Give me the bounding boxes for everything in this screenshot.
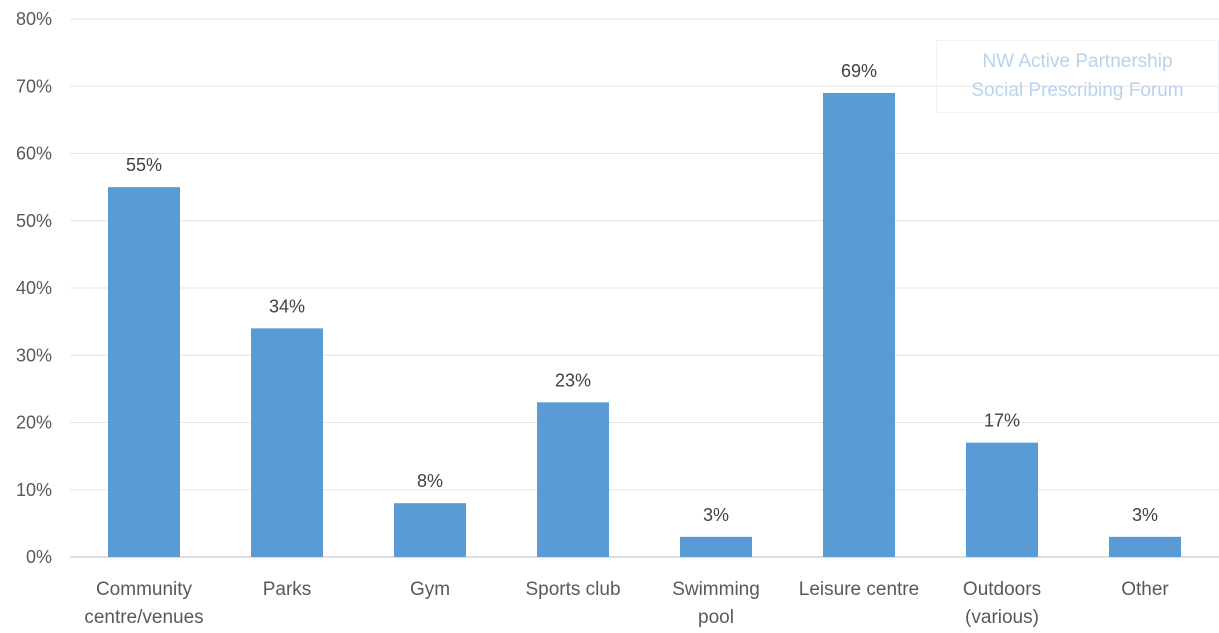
data-label: 3% [1132,505,1158,525]
y-tick-label: 70% [16,76,52,96]
watermark: NW Active Partnership Social Prescribing… [936,40,1219,113]
y-tick-label: 30% [16,345,52,365]
bars [108,92,1181,557]
x-tick-label: Other [1121,579,1169,600]
data-labels: 55% 34% 8% 23% 3% 69% 17% 3% [126,61,1158,525]
bar [823,92,895,557]
data-label: 55% [126,155,162,175]
watermark-line-1: NW Active Partnership [982,51,1173,72]
data-label: 17% [984,411,1020,431]
bar [966,442,1038,557]
y-tick-label: 0% [26,547,52,567]
x-tick-label: Parks [263,579,312,600]
bar [251,328,323,557]
data-label: 8% [417,471,443,491]
x-tick-label: Gym [410,579,450,600]
bar [394,503,466,557]
y-tick-label: 10% [16,480,52,500]
y-tick-label: 60% [16,144,52,164]
bar [108,187,180,557]
y-tick-label: 40% [16,278,52,298]
x-tick-label: Outdoors (various) [963,579,1041,628]
watermark-line-2: Social Prescribing Forum [971,80,1184,101]
x-axis-tick-labels: Community centre/venues Parks Gym Sports clu… [84,579,1169,628]
x-tick-label: Sports club [525,579,620,600]
x-tick-label: Swimming pool [672,579,760,628]
x-tick-label: Leisure centre [799,579,919,600]
y-tick-label: 80% [16,9,52,29]
data-label: 23% [555,370,591,390]
y-tick-label: 20% [16,413,52,433]
bar [680,536,752,557]
data-label: 3% [703,505,729,525]
y-axis-tick-labels: 0% 10% 20% 30% 40% 50% 60% 70% 80% [16,9,52,567]
bar [537,402,609,557]
bar [1109,536,1181,557]
data-label: 34% [269,296,305,316]
data-label: 69% [841,61,877,81]
x-tick-label: Community centre/venues [84,579,203,628]
y-tick-label: 50% [16,211,52,231]
